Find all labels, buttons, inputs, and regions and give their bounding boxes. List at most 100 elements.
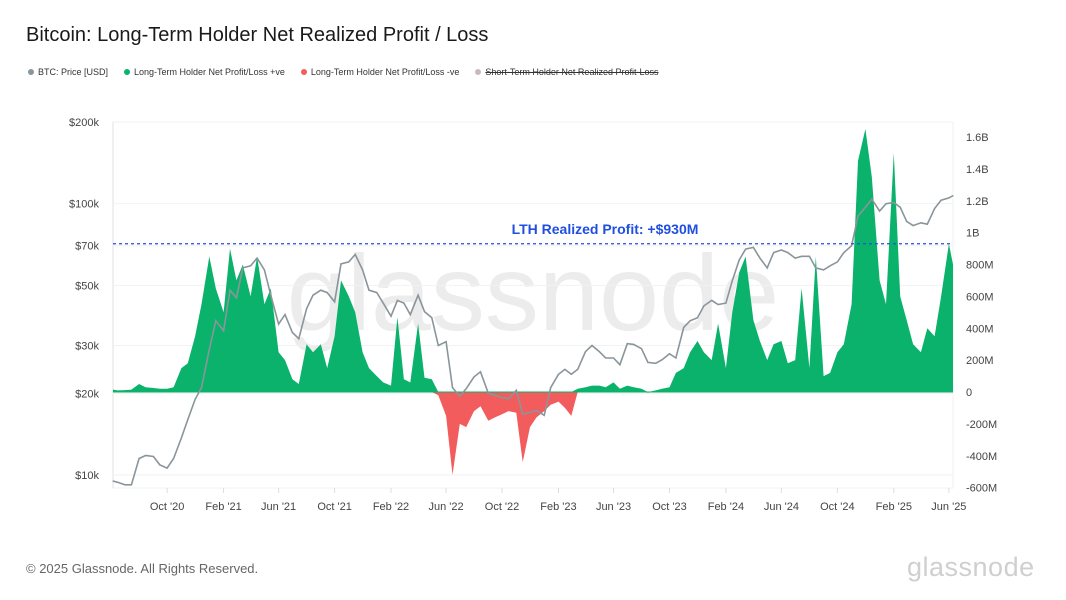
price-point [333,301,336,303]
price-point [522,413,524,415]
price-point [138,457,140,460]
price-point [354,253,356,256]
price-point [242,267,244,269]
legend-label: Short-Term Holder Net Realized Profit-Lo… [485,67,659,77]
price-point [256,257,258,259]
glassnode-logo: glassnode [907,552,1035,582]
price-point [952,195,954,197]
price-point [843,252,845,254]
legend-item-btc-price[interactable]: BTC: Price [USD] [28,67,108,77]
price-point [507,398,510,400]
price-point [619,364,621,366]
price-point [320,289,322,291]
price-point [291,331,293,334]
right-tick-label: 1.4B [966,164,989,176]
price-point [473,376,475,378]
price-point [668,353,671,355]
price-point [124,484,126,486]
price-point [655,362,657,364]
price-point [731,280,733,282]
price-point [612,357,615,359]
price-point [159,464,161,466]
price-point [717,303,719,306]
right-tick-label: 600M [966,291,994,303]
price-point [570,373,572,375]
price-point [116,481,119,483]
x-tick-label: Feb '22 [373,501,409,513]
annotation: LTH Realized Profit: +$930M [113,221,953,245]
price-point [550,386,552,389]
price-point [529,411,531,414]
price-point [934,207,936,210]
x-tick-label: Jun '24 [764,501,799,513]
right-tick-label: 1B [966,228,979,240]
price-point [711,299,713,302]
price-point [683,326,685,328]
price-point [515,389,517,392]
chart-title: Bitcoin: Long-Term Holder Net Realized P… [26,24,489,46]
price-point [250,265,252,267]
price-point [836,261,838,263]
legend-dot-icon [475,69,482,75]
price-point [501,396,503,399]
legend-dot-icon [300,69,307,75]
price-line-group [112,194,954,486]
left-tick-label: $200k [69,117,99,129]
price-point [851,245,853,247]
price-point [899,206,901,208]
left-tick-label: $70k [75,241,99,253]
price-point [577,368,579,371]
price-point [857,215,859,217]
legend-item-lth-positive[interactable]: Long-Term Holder Net Profit/Loss +ve [124,67,285,77]
lth-profit-area [113,129,953,392]
price-point [829,265,831,267]
x-tick-label: Oct '22 [485,501,520,513]
price-point [920,222,922,224]
price-point [808,255,811,257]
price-point [382,302,384,304]
price-point [780,249,783,251]
left-tick-label: $100k [69,199,99,211]
price-point [598,350,600,353]
x-tick-label: Jun '23 [596,501,631,513]
x-tick-label: Feb '24 [708,501,744,513]
x-tick-label: Oct '23 [652,501,687,513]
right-tick-label: 0 [966,387,972,399]
x-tick-label: Feb '23 [540,501,576,513]
price-point [591,344,593,347]
right-tick-label: -400M [966,451,997,463]
price-point [815,267,817,269]
price-point [696,317,699,319]
price-point [766,267,768,269]
price-point [948,197,950,199]
price-point [689,320,691,322]
price-point [437,344,439,347]
price-point [200,386,203,389]
price-point [208,348,210,351]
price-point [298,338,300,340]
left-tick-label: $20k [75,388,99,400]
price-point [535,409,538,412]
price-point [180,437,182,439]
price-point [675,357,677,359]
price-point [893,201,895,204]
price-point [361,269,364,271]
price-point [340,263,342,265]
price-point [172,457,175,460]
x-tick-label: Jun '21 [261,501,296,513]
price-point [487,392,489,394]
right-tick-label: 200M [966,355,994,367]
price-point [940,199,942,201]
price-point [479,371,482,373]
price-point [725,302,727,304]
price-point [326,292,328,294]
left-tick-label: $50k [75,280,99,292]
price-point [376,292,378,294]
price-point [166,467,168,469]
price-point [451,386,454,389]
x-tick-label: Jun '25 [931,501,966,513]
legend-item-lth-negative[interactable]: Long-Term Holder Net Profit/Loss -ve [300,67,459,77]
legend-item-sth-disabled[interactable]: Short-Term Holder Net Realized Profit-Lo… [475,67,658,77]
legend-dot-icon [124,69,131,75]
price-point [647,361,649,364]
